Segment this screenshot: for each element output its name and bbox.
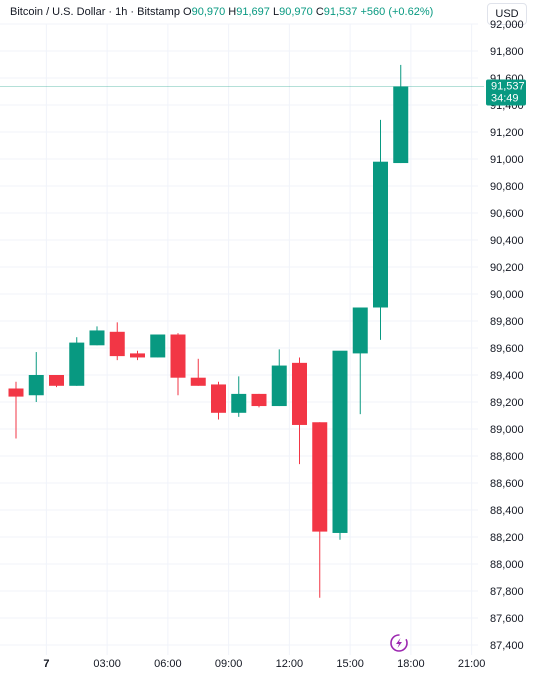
- candle[interactable]: [170, 333, 186, 396]
- candle[interactable]: [49, 375, 64, 388]
- candle-body: [28, 375, 44, 396]
- price-tag: 91,537 34:49: [486, 79, 526, 106]
- price-tick-label: 87,400: [490, 640, 524, 652]
- price-tick-label: 91,000: [490, 154, 524, 166]
- candle[interactable]: [352, 307, 368, 415]
- candle-body: [49, 375, 64, 386]
- candle[interactable]: [89, 326, 105, 346]
- time-tick-label: 15:00: [336, 658, 364, 670]
- price-tick-label: 88,200: [490, 532, 524, 544]
- price-tick-label: 89,000: [490, 424, 524, 436]
- candle[interactable]: [190, 358, 206, 386]
- candle[interactable]: [69, 337, 85, 386]
- price-tag-box: [486, 79, 526, 106]
- candle-body: [393, 86, 409, 164]
- price-tick-label: 90,600: [490, 208, 524, 220]
- open-value: 90,970: [191, 6, 226, 18]
- candle[interactable]: [28, 352, 44, 402]
- candle-body: [292, 362, 307, 425]
- candle-body: [373, 161, 388, 308]
- time-tick-label: 18:00: [397, 658, 425, 670]
- price-tag-countdown: 34:49: [491, 93, 519, 105]
- candle-body: [211, 384, 226, 413]
- candle-body: [312, 422, 328, 532]
- grid: [0, 23, 478, 655]
- price-tick-label: 91,800: [490, 46, 524, 58]
- lightning-logo-icon[interactable]: [390, 634, 408, 652]
- time-tick-label: 12:00: [276, 658, 304, 670]
- price-tick-label: 88,800: [490, 451, 524, 463]
- candle-body: [251, 393, 267, 407]
- price-tick-label: 88,400: [490, 505, 524, 517]
- price-tick-label: 88,600: [490, 478, 524, 490]
- price-tick-label: 92,000: [490, 19, 524, 31]
- chart-legend: Bitcoin / U.S. Dollar · 1h · Bitstamp O9…: [10, 6, 433, 18]
- candle[interactable]: [332, 350, 348, 540]
- candle[interactable]: [211, 381, 226, 420]
- open-label: O: [183, 6, 192, 18]
- candle[interactable]: [393, 64, 409, 164]
- candle-body: [231, 393, 247, 413]
- candle-body: [150, 334, 166, 358]
- change-value: +560 (+0.62%): [360, 6, 434, 18]
- candle[interactable]: [373, 119, 388, 340]
- candle-body: [109, 331, 125, 357]
- price-tick-label: 89,800: [490, 316, 524, 328]
- symbol-title: Bitcoin / U.S. Dollar · 1h · Bitstamp: [10, 6, 180, 18]
- candle-body: [89, 330, 105, 346]
- candle[interactable]: [109, 322, 125, 361]
- low-label: L: [272, 6, 280, 18]
- candle[interactable]: [231, 376, 247, 417]
- price-tick-label: 90,400: [490, 235, 524, 247]
- time-axis[interactable]: 7 03:00 06:00 09:00 12:00 15:00 18:00 21:00: [43, 658, 485, 670]
- candle[interactable]: [271, 349, 287, 407]
- candle[interactable]: [130, 350, 145, 361]
- candle-body: [8, 388, 24, 397]
- candle-body: [190, 377, 206, 386]
- candle-body: [69, 342, 85, 386]
- price-tick-label: 89,400: [490, 370, 524, 382]
- price-tick-label: 87,800: [490, 586, 524, 598]
- candle-body: [170, 334, 186, 378]
- candle[interactable]: [150, 334, 166, 358]
- candles: [8, 64, 409, 598]
- time-tick-label: 03:00: [93, 658, 121, 670]
- high-label: H: [228, 6, 237, 18]
- price-tick-label: 91,200: [490, 127, 524, 139]
- time-tick-label: 06:00: [154, 658, 182, 670]
- price-tick-label: 89,200: [490, 397, 524, 409]
- candle-body: [271, 365, 287, 407]
- price-axis[interactable]: 87,400 87,600 87,800 88,000 88,200 88,400 88,6…: [490, 19, 524, 652]
- currency-button[interactable]: USD: [487, 3, 527, 25]
- close-label: C: [315, 6, 324, 18]
- price-tick-label: 90,000: [490, 289, 524, 301]
- candle[interactable]: [8, 381, 24, 439]
- time-tick-label: 09:00: [215, 658, 243, 670]
- candle-body: [332, 350, 348, 533]
- candle[interactable]: [312, 422, 328, 598]
- close-value: 91,537: [323, 6, 358, 18]
- low-value: 90,970: [279, 6, 313, 18]
- price-tick-label: 89,600: [490, 343, 524, 355]
- candle[interactable]: [292, 357, 307, 465]
- candle[interactable]: [251, 393, 267, 408]
- price-tag-price: 91,537: [491, 81, 525, 93]
- candle-body: [352, 307, 368, 354]
- time-tick-label: 7: [43, 658, 49, 670]
- candle-body: [130, 353, 145, 358]
- time-tick-label: 21:00: [458, 658, 486, 670]
- price-tick-label: 90,800: [490, 181, 524, 193]
- high-value: 91,697: [236, 6, 270, 18]
- price-tick-label: 90,200: [490, 262, 524, 274]
- price-tick-label: 87,600: [490, 613, 524, 625]
- price-tick-label: 88,000: [490, 559, 524, 571]
